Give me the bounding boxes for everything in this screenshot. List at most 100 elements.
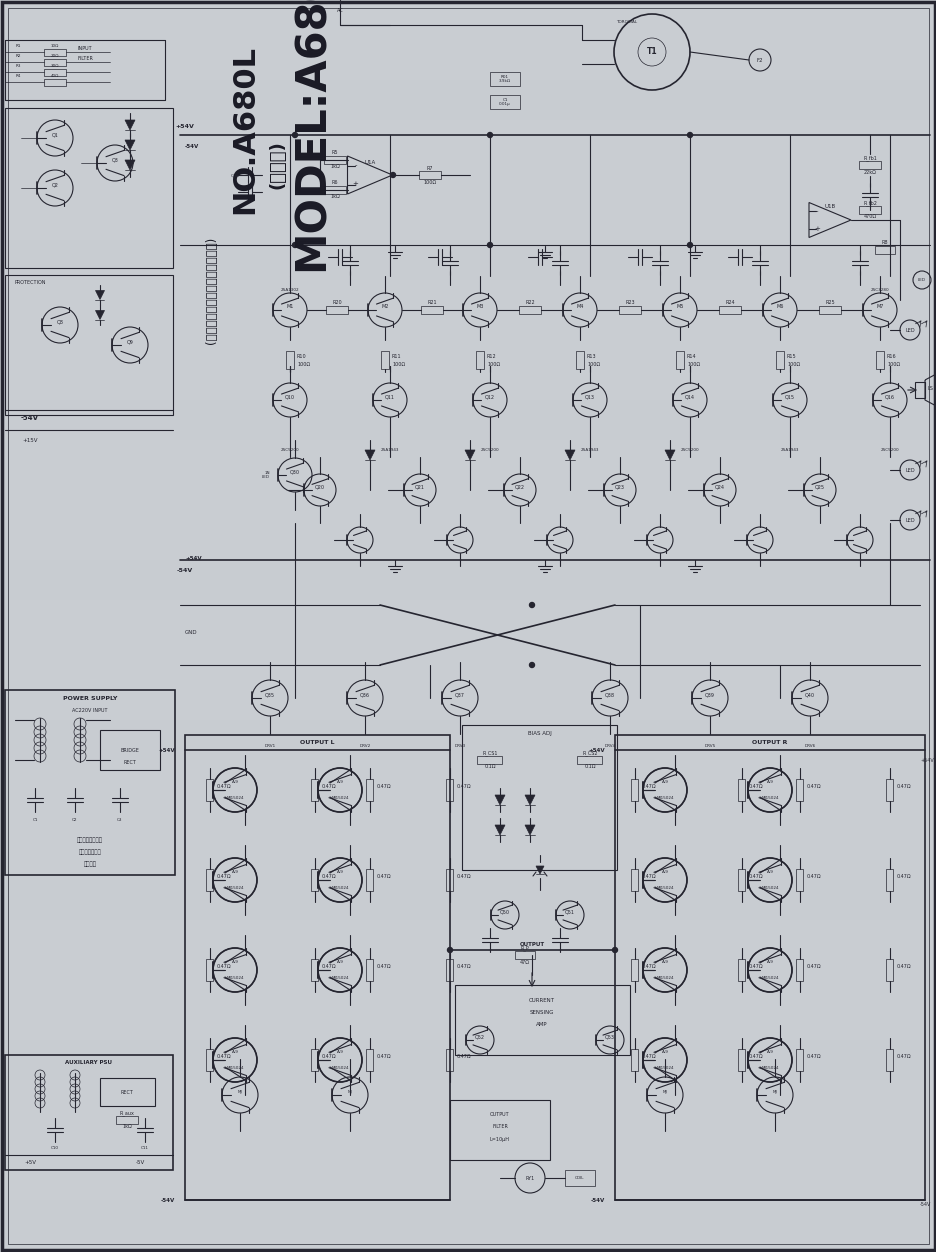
Bar	[285, 351, 294, 369]
Bar	[366, 959, 373, 982]
Text: Q8: Q8	[56, 319, 64, 324]
Bar	[206, 1049, 213, 1070]
Text: (全波子): (全波子)	[269, 140, 286, 189]
Text: Q10: Q10	[285, 394, 295, 399]
Text: M7: M7	[875, 304, 883, 309]
Text: CURRENT: CURRENT	[529, 998, 554, 1003]
Text: Q13: Q13	[584, 394, 594, 399]
Text: NO.A680L: NO.A680L	[230, 45, 259, 214]
Circle shape	[487, 133, 492, 138]
Text: Q53: Q53	[605, 1034, 614, 1039]
Bar	[796, 869, 803, 891]
Text: R4: R4	[15, 74, 21, 78]
Bar	[0, 560, 936, 600]
Text: A-9: A-9	[336, 780, 344, 784]
Bar	[0, 80, 936, 120]
Text: BIAS ADJ: BIAS ADJ	[528, 730, 551, 735]
Text: A-9: A-9	[661, 960, 667, 964]
Text: +5V: +5V	[24, 1159, 36, 1164]
Bar	[0, 240, 936, 280]
Text: C10: C10	[51, 1146, 59, 1151]
Text: 0.47Ω: 0.47Ω	[456, 874, 471, 879]
Text: MJ: MJ	[772, 1090, 777, 1094]
Bar	[0, 321, 936, 361]
Bar	[446, 779, 453, 801]
Text: M4: M4	[576, 304, 583, 309]
Bar	[490, 95, 519, 109]
Polygon shape	[365, 449, 374, 459]
Text: 0.47Ω: 0.47Ω	[896, 1053, 910, 1058]
Bar	[0, 399, 936, 439]
Text: 1kΩ: 1kΩ	[329, 194, 340, 199]
Text: -54V: -54V	[590, 1197, 605, 1202]
Text: MJ15024: MJ15024	[226, 796, 243, 800]
Text: A-9: A-9	[336, 870, 344, 874]
Text: 0.47Ω: 0.47Ω	[321, 964, 336, 969]
Bar	[0, 160, 936, 200]
Text: MJ: MJ	[238, 1090, 242, 1094]
Text: COIL: COIL	[575, 1176, 584, 1179]
Text: R22: R22	[524, 300, 534, 305]
Text: 0.47Ω: 0.47Ω	[896, 784, 910, 789]
Text: A-9: A-9	[231, 780, 238, 784]
Text: M2: M2	[381, 304, 388, 309]
Text: 100Ω: 100Ω	[886, 362, 899, 367]
Bar	[874, 245, 894, 254]
Text: 22kΩ: 22kΩ	[863, 169, 875, 174]
Bar	[885, 1049, 893, 1070]
Text: MODEL:A680: MODEL:A680	[291, 0, 332, 272]
Text: 1kΩ: 1kΩ	[122, 1124, 132, 1129]
Bar	[0, 800, 936, 840]
Bar	[858, 207, 880, 214]
Text: DRV5: DRV5	[704, 744, 715, 747]
Polygon shape	[665, 449, 674, 459]
Text: R5: R5	[331, 150, 338, 155]
Bar	[44, 79, 66, 85]
Text: Q23: Q23	[614, 485, 624, 490]
Text: 保护电路: 保护电路	[83, 861, 96, 866]
Text: 0.47Ω: 0.47Ω	[641, 964, 655, 969]
Text: MJ15024: MJ15024	[226, 977, 243, 980]
Text: 0.47Ω: 0.47Ω	[641, 874, 655, 879]
Polygon shape	[464, 449, 475, 459]
Text: R11: R11	[391, 353, 402, 358]
Text: Q25: Q25	[814, 485, 824, 490]
Text: MJ15024: MJ15024	[655, 1065, 673, 1070]
Text: +: +	[352, 182, 358, 188]
Text: 0.47Ω: 0.47Ω	[376, 964, 390, 969]
Text: -5V: -5V	[135, 1159, 144, 1164]
Text: R1: R1	[15, 44, 21, 48]
Text: A-9: A-9	[336, 1050, 344, 1054]
Text: Q2: Q2	[51, 183, 58, 188]
Text: 0.47Ω: 0.47Ω	[806, 784, 820, 789]
Text: GND: GND	[184, 631, 197, 636]
Text: C2: C2	[72, 818, 78, 823]
Text: MJ15024: MJ15024	[226, 886, 243, 890]
Text: 0.47Ω: 0.47Ω	[376, 1053, 390, 1058]
Text: Q11: Q11	[385, 394, 395, 399]
Text: A-9: A-9	[766, 1050, 772, 1054]
Text: 470Ω: 470Ω	[862, 214, 875, 219]
Text: MJ15024: MJ15024	[655, 977, 673, 980]
Bar	[885, 959, 893, 982]
Bar	[381, 351, 388, 369]
Polygon shape	[95, 310, 105, 319]
Text: MJ15024: MJ15024	[655, 886, 673, 890]
Text: R13: R13	[586, 353, 596, 358]
Bar	[5, 690, 175, 875]
Bar	[490, 73, 519, 86]
Text: 100Ω: 100Ω	[297, 362, 310, 367]
Bar	[631, 1049, 637, 1070]
Text: FILTER: FILTER	[491, 1124, 507, 1129]
Text: -54V: -54V	[919, 1202, 930, 1207]
Bar	[206, 779, 213, 801]
Bar	[0, 1121, 936, 1161]
Text: 0.47Ω: 0.47Ω	[321, 784, 336, 789]
Text: R25: R25	[825, 300, 834, 305]
Text: -: -	[815, 208, 817, 214]
Text: 0.47Ω: 0.47Ω	[641, 784, 655, 789]
Text: RY1: RY1	[525, 1176, 534, 1181]
Text: -54V: -54V	[21, 414, 39, 421]
Text: 0.47Ω: 0.47Ω	[748, 964, 762, 969]
Bar	[738, 959, 745, 982]
